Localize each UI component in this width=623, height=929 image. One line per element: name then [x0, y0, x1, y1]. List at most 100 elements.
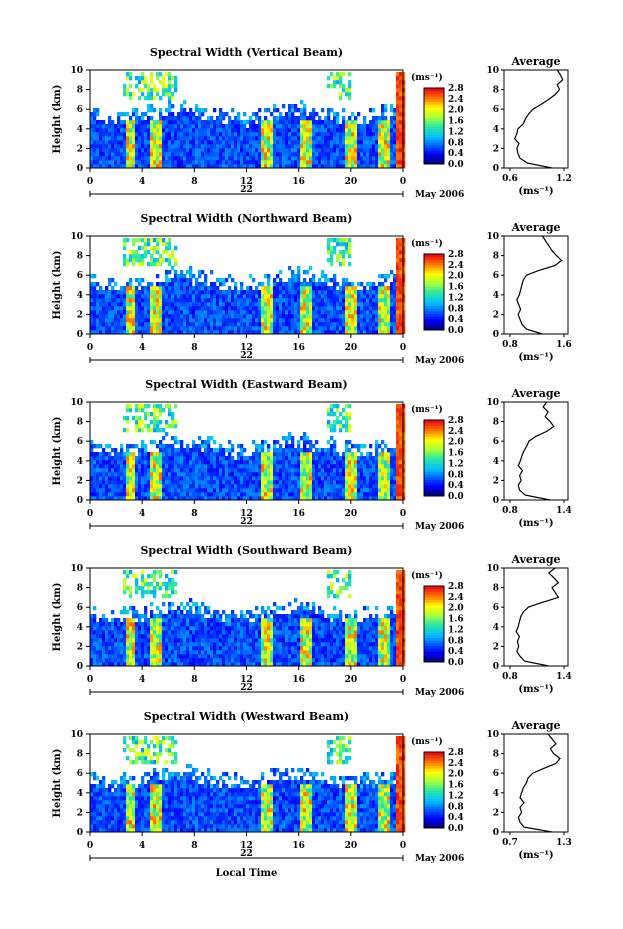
heatmap-cell	[363, 128, 367, 133]
heatmap-cell	[312, 326, 316, 331]
heatmap-cell	[183, 322, 187, 327]
heatmap-cell	[357, 144, 361, 149]
heatmap-cell	[300, 488, 304, 493]
heatmap-cell	[336, 144, 340, 149]
colorbar-swatch	[424, 428, 444, 432]
heatmap-cell	[360, 160, 364, 165]
heatmap-cell	[222, 148, 226, 153]
heatmap-cell	[120, 318, 124, 323]
heatmap-cell	[162, 310, 166, 315]
heatmap-cell	[222, 164, 226, 169]
heatmap-cell	[141, 92, 145, 97]
heatmap-cell	[315, 310, 319, 315]
heatmap-cell	[327, 148, 331, 153]
heatmap-cell	[363, 330, 367, 335]
heatmap-cell	[123, 330, 127, 335]
x-tick-label: 12	[240, 343, 253, 353]
heatmap-cell	[390, 148, 394, 153]
heatmap-cell	[327, 314, 331, 319]
heatmap-cell	[366, 472, 370, 477]
heatmap-cell	[345, 330, 349, 335]
heatmap-cell	[390, 164, 394, 169]
heatmap-cell	[138, 80, 142, 85]
heatmap-cell	[207, 124, 211, 129]
heatmap-cell	[357, 112, 361, 117]
heatmap-cell	[246, 318, 250, 323]
heatmap-cell	[348, 480, 352, 485]
heatmap-cell	[144, 136, 148, 141]
heatmap-cell	[315, 160, 319, 165]
heatmap-cell	[162, 318, 166, 323]
heatmap-cell	[318, 116, 322, 121]
heatmap-cell	[240, 484, 244, 489]
heatmap-cell	[354, 464, 358, 469]
heatmap-cell	[399, 120, 403, 125]
heatmap-cell	[150, 476, 154, 481]
heatmap-cell	[147, 464, 151, 469]
heatmap-cell	[303, 464, 307, 469]
heatmap-cell	[270, 480, 274, 485]
heatmap-cell	[273, 444, 277, 449]
heatmap-cell	[126, 318, 130, 323]
heatmap-cell	[210, 472, 214, 477]
heatmap-cell	[213, 120, 217, 125]
heatmap-cell	[147, 306, 151, 311]
heatmap-cell	[306, 302, 310, 307]
heatmap-cell	[252, 124, 256, 129]
heatmap-cell	[324, 120, 328, 125]
heatmap-cell	[204, 278, 208, 283]
heatmap-cell	[150, 330, 154, 335]
heatmap-cell	[93, 274, 97, 279]
heatmap-cell	[213, 128, 217, 133]
heatmap-cell	[318, 330, 322, 335]
heatmap-cell	[114, 330, 118, 335]
heatmap-cell	[135, 140, 139, 145]
heatmap-cell	[153, 476, 157, 481]
heatmap-cell	[213, 480, 217, 485]
colorbar-swatch	[424, 493, 444, 497]
heatmap-cell	[270, 144, 274, 149]
heatmap-cell	[108, 326, 112, 331]
heatmap-cell	[165, 246, 169, 251]
heatmap-cell	[171, 484, 175, 489]
heatmap-cell	[396, 496, 400, 501]
heatmap-cell	[234, 314, 238, 319]
heatmap-cell	[333, 492, 337, 497]
heatmap-cell	[252, 314, 256, 319]
heatmap-cell	[315, 326, 319, 331]
heatmap-cell	[102, 160, 106, 165]
heatmap-cell	[117, 306, 121, 311]
heatmap-cell	[270, 476, 274, 481]
heatmap-cell	[264, 484, 268, 489]
heatmap-cells	[90, 72, 406, 169]
heatmap-cell	[276, 440, 280, 445]
heatmap-cell	[396, 306, 400, 311]
heatmap-cell	[378, 492, 382, 497]
heatmap-cell	[102, 322, 106, 327]
heatmap-cell	[258, 452, 262, 457]
heatmap-cell	[318, 468, 322, 473]
heatmap-cell	[384, 464, 388, 469]
heatmap-cell	[204, 452, 208, 457]
heatmap-cell	[213, 294, 217, 299]
heatmap-cell	[348, 72, 352, 77]
heatmap-cell	[276, 314, 280, 319]
heatmap-cell	[234, 164, 238, 169]
heatmap-cell	[216, 492, 220, 497]
heatmap-cell	[240, 140, 244, 145]
heatmap-cell	[402, 408, 406, 413]
heatmap-cell	[102, 306, 106, 311]
heatmap-cell	[393, 306, 397, 311]
heatmap-cell	[96, 484, 100, 489]
heatmap-cell	[186, 460, 190, 465]
heatmap-cell	[198, 108, 202, 113]
heatmap-cell	[261, 330, 265, 335]
heatmap-cell	[141, 148, 145, 153]
heatmap-cell	[387, 448, 391, 453]
heatmap-cell	[339, 290, 343, 295]
heatmap-cell	[282, 496, 286, 501]
heatmap-cell	[186, 298, 190, 303]
colorbar-swatch	[424, 485, 444, 489]
heatmap-cell	[273, 136, 277, 141]
heatmap-cell	[309, 152, 313, 157]
